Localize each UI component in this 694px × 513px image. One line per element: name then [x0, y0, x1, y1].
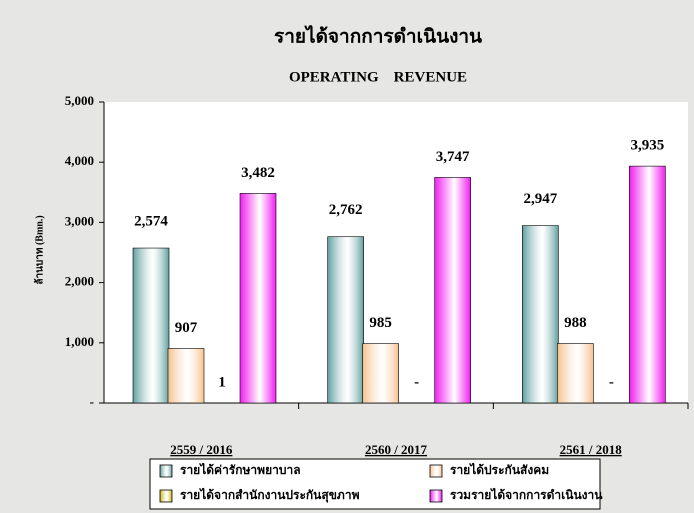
- legend-swatch: [429, 489, 443, 503]
- legend-swatch: [159, 464, 173, 478]
- legend-swatch: [159, 489, 173, 503]
- value-label: 2,762: [329, 202, 363, 218]
- value-label: 3,482: [241, 165, 275, 181]
- bar: [167, 348, 205, 404]
- bar: [434, 177, 471, 404]
- value-label: 3,747: [436, 149, 470, 165]
- x-tick-label: 2560 / 2017: [365, 442, 428, 457]
- y-axis-label: ล้านบาท (Bmn.): [33, 215, 45, 284]
- bar: [327, 236, 364, 404]
- bar: [132, 247, 170, 404]
- legend-label: รายได้ค่ารักษาพยาบาล: [180, 462, 301, 477]
- legend-label: รายได้จากสำนักงานประกันสุขภาพ: [180, 487, 360, 503]
- bar: [239, 193, 277, 404]
- y-tick-label: 3,000: [65, 213, 94, 228]
- value-label: 907: [175, 320, 198, 336]
- y-tick-label: 2,000: [65, 274, 94, 289]
- y-tick-label: 4,000: [65, 153, 94, 168]
- legend: [149, 458, 601, 510]
- bar: [362, 343, 399, 404]
- x-tick-label: 2559 / 2016: [170, 442, 233, 457]
- legend-swatch: [429, 464, 443, 478]
- value-label: 1: [218, 374, 226, 390]
- value-label: -: [609, 374, 614, 390]
- value-label: -: [414, 374, 419, 390]
- value-label: 985: [369, 315, 392, 331]
- bar: [557, 343, 594, 404]
- chart-subtitle: OPERATING REVENUE: [289, 69, 467, 85]
- legend-label: รวมรายได้จากการดำเนินงาน: [450, 487, 603, 502]
- y-tick-label: 5,000: [65, 93, 94, 108]
- legend-label: รายได้ประกันสังคม: [450, 462, 549, 477]
- chart-title: รายได้จากการดำเนินงาน: [274, 24, 482, 47]
- value-label: 2,574: [134, 213, 168, 229]
- bar: [629, 165, 666, 404]
- value-label: 988: [564, 315, 587, 331]
- value-label: 2,947: [523, 191, 557, 207]
- x-tick-label: 2561 / 2018: [560, 442, 623, 457]
- y-tick-label: 1,000: [65, 334, 94, 349]
- bar: [522, 225, 559, 404]
- value-label: 3,935: [630, 138, 664, 154]
- y-tick-label: -: [90, 394, 94, 409]
